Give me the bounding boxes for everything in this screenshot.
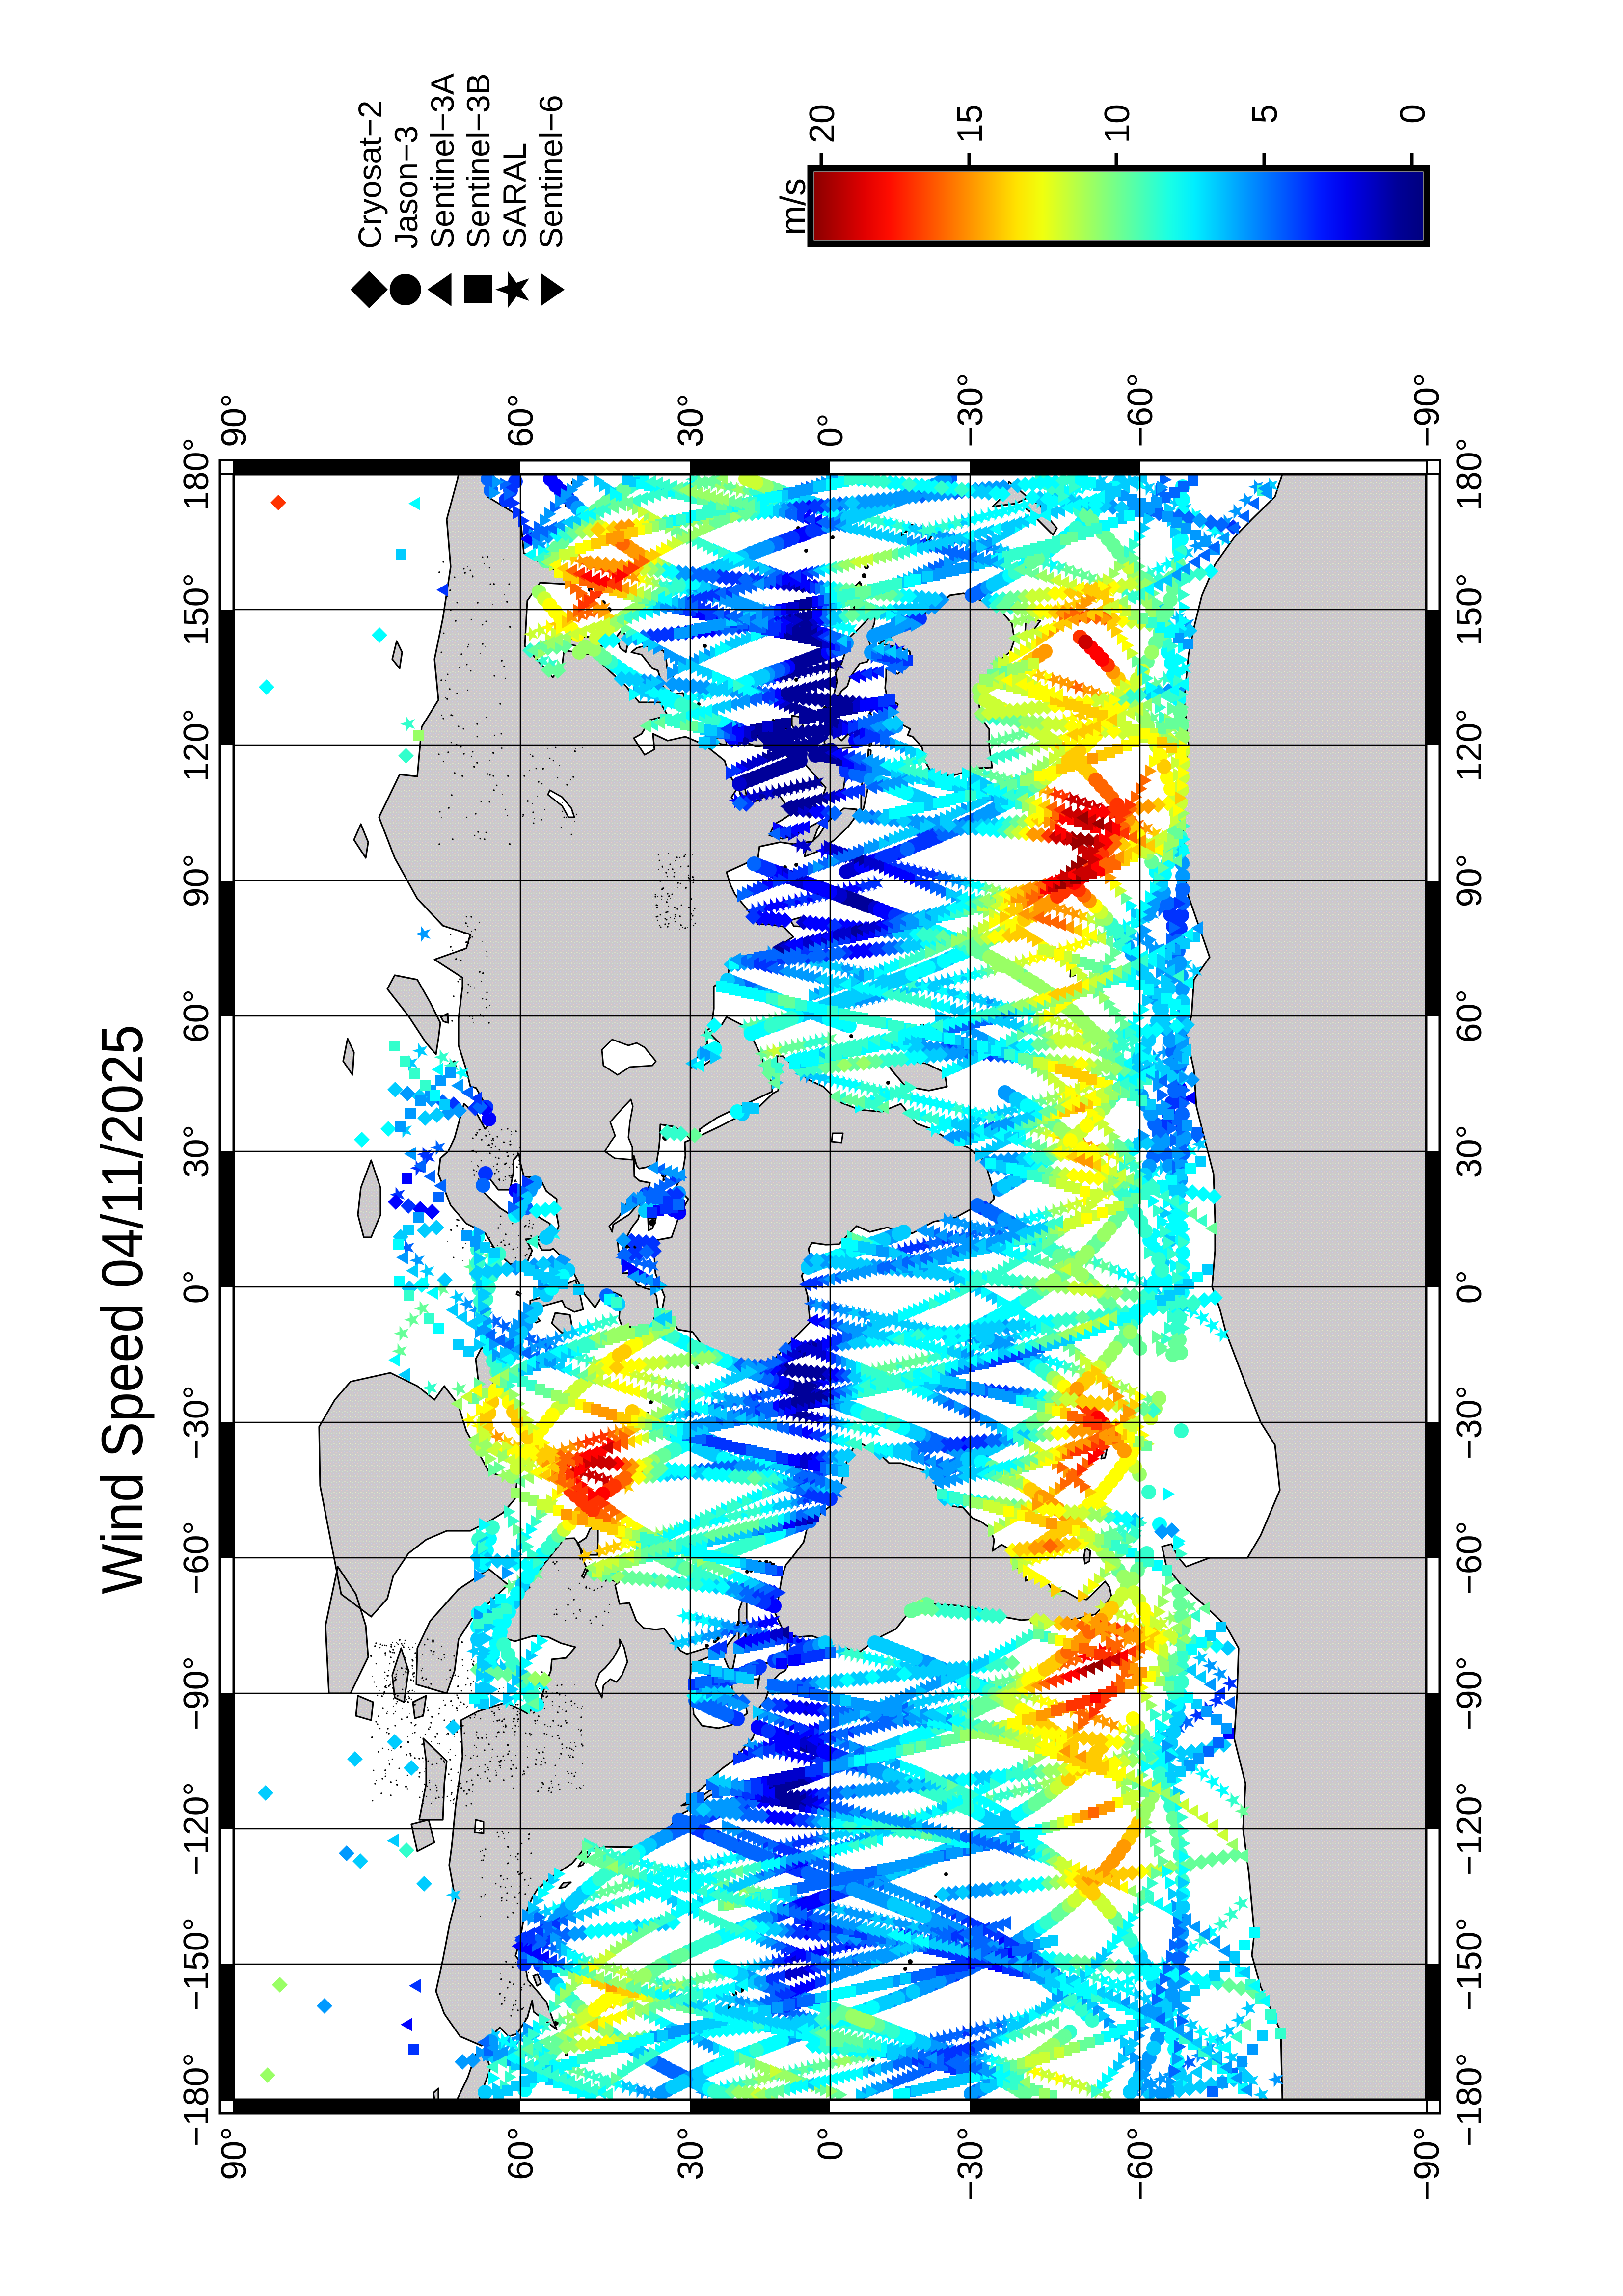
svg-text:−120°: −120° <box>1450 1782 1489 1876</box>
svg-text:5: 5 <box>1245 104 1285 124</box>
svg-text:0°: 0° <box>811 413 850 447</box>
svg-text:60°: 60° <box>1450 989 1489 1043</box>
svg-text:−60°: −60° <box>1121 373 1160 447</box>
svg-text:Sentinel−3B: Sentinel−3B <box>460 73 496 249</box>
svg-text:30°: 30° <box>1450 1125 1489 1178</box>
svg-text:−90°: −90° <box>1450 1656 1489 1731</box>
svg-text:Sentinel−3A: Sentinel−3A <box>424 73 460 249</box>
svg-text:−150°: −150° <box>177 1918 216 2011</box>
svg-text:20: 20 <box>803 104 842 143</box>
svg-text:30°: 30° <box>177 1125 216 1178</box>
svg-text:30°: 30° <box>671 394 710 447</box>
svg-text:−30°: −30° <box>951 2127 990 2201</box>
svg-text:150°: 150° <box>177 573 216 646</box>
svg-text:30°: 30° <box>671 2127 710 2180</box>
svg-text:10: 10 <box>1098 104 1137 143</box>
svg-text:Wind Speed 04/11/2025: Wind Speed 04/11/2025 <box>90 1025 155 1594</box>
svg-text:−30°: −30° <box>177 1386 216 1460</box>
svg-text:−180°: −180° <box>177 2053 216 2147</box>
svg-text:m/s: m/s <box>774 178 813 235</box>
svg-text:−90°: −90° <box>177 1656 216 1731</box>
svg-text:Sentinel−6: Sentinel−6 <box>533 95 569 249</box>
svg-text:−30°: −30° <box>951 373 990 447</box>
svg-text:90°: 90° <box>177 854 216 908</box>
svg-text:180°: 180° <box>177 438 216 511</box>
svg-text:Cryosat−2: Cryosat−2 <box>352 100 388 249</box>
svg-text:−60°: −60° <box>1121 2127 1160 2201</box>
svg-text:15: 15 <box>950 104 990 143</box>
svg-text:0°: 0° <box>1450 1270 1489 1304</box>
svg-text:60°: 60° <box>501 2127 541 2180</box>
svg-text:180°: 180° <box>1450 438 1489 511</box>
svg-text:0°: 0° <box>811 2127 850 2161</box>
svg-text:−60°: −60° <box>1450 1521 1489 1595</box>
svg-text:0: 0 <box>1393 104 1433 124</box>
svg-text:−120°: −120° <box>177 1782 216 1876</box>
svg-text:60°: 60° <box>501 394 541 447</box>
svg-text:90°: 90° <box>215 2127 254 2180</box>
svg-text:−60°: −60° <box>177 1521 216 1595</box>
svg-text:150°: 150° <box>1450 573 1489 646</box>
svg-text:−90°: −90° <box>1407 2127 1447 2201</box>
svg-text:−30°: −30° <box>1450 1386 1489 1460</box>
svg-text:60°: 60° <box>177 989 216 1043</box>
svg-text:120°: 120° <box>177 709 216 782</box>
svg-text:−180°: −180° <box>1450 2053 1489 2147</box>
svg-text:−150°: −150° <box>1450 1918 1489 2011</box>
svg-text:SARAL: SARAL <box>496 143 533 249</box>
svg-text:90°: 90° <box>1450 854 1489 908</box>
svg-text:0°: 0° <box>177 1270 216 1304</box>
svg-text:−90°: −90° <box>1407 373 1447 447</box>
svg-text:90°: 90° <box>215 394 254 447</box>
svg-text:120°: 120° <box>1450 709 1489 782</box>
svg-text:Jason−3: Jason−3 <box>388 126 424 249</box>
